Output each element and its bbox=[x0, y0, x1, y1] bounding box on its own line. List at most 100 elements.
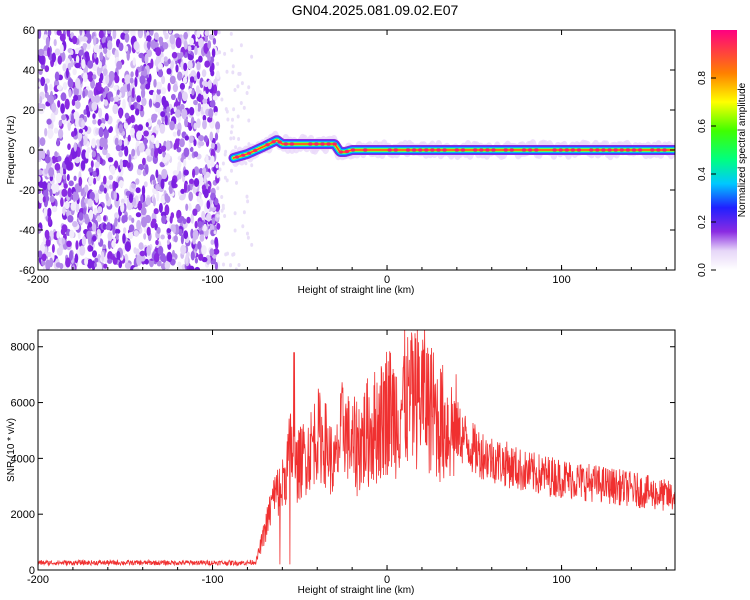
noise-blob bbox=[226, 251, 229, 256]
noise-blob bbox=[146, 49, 153, 58]
noise-blob bbox=[91, 150, 97, 158]
noise-blob bbox=[212, 95, 218, 101]
noise-blob bbox=[128, 224, 135, 232]
noise-blob bbox=[103, 187, 107, 194]
noise-blob bbox=[62, 174, 67, 180]
noise-blob bbox=[242, 210, 246, 215]
noise-blob bbox=[233, 88, 237, 92]
noise-blob bbox=[97, 206, 103, 214]
noise-blob bbox=[214, 111, 218, 116]
x-tick-label: 100 bbox=[552, 274, 570, 286]
noise-blob bbox=[128, 214, 132, 221]
noise-blob bbox=[201, 184, 206, 191]
noise-blob bbox=[48, 95, 55, 105]
noise-blob bbox=[144, 258, 149, 265]
noise-blob bbox=[169, 75, 176, 85]
noise-blob bbox=[236, 84, 240, 89]
noise-blob bbox=[127, 134, 131, 142]
spectrogram-x-label: Height of straight line (km) bbox=[298, 285, 415, 296]
noise-blob bbox=[107, 231, 113, 241]
noise-blob bbox=[139, 255, 146, 262]
noise-blob bbox=[88, 176, 94, 185]
noise-blob bbox=[224, 149, 228, 154]
noise-blob bbox=[235, 180, 238, 185]
noise-blob bbox=[75, 202, 80, 213]
x-tick-label: 0 bbox=[384, 274, 390, 286]
noise-blob bbox=[246, 235, 250, 240]
noise-blob bbox=[222, 262, 225, 267]
noise-blob bbox=[99, 72, 104, 82]
noise-blob bbox=[53, 127, 59, 134]
noise-blob bbox=[158, 36, 164, 43]
noise-blob bbox=[88, 209, 94, 221]
noise-blob bbox=[65, 257, 71, 268]
noise-blob bbox=[49, 83, 53, 91]
noise-blob bbox=[196, 61, 201, 71]
ridge-peak bbox=[473, 148, 478, 152]
noise-blob bbox=[167, 234, 172, 240]
noise-blob bbox=[127, 232, 134, 240]
noise-blob bbox=[225, 109, 229, 114]
noise-blob bbox=[98, 30, 104, 39]
noise-blob bbox=[60, 166, 64, 176]
x-tick-label: -200 bbox=[27, 274, 49, 286]
noise-blob bbox=[187, 45, 192, 52]
noise-blob bbox=[204, 30, 210, 36]
noise-blob bbox=[91, 101, 98, 112]
noise-blob bbox=[189, 76, 195, 83]
noise-blob bbox=[206, 200, 211, 210]
noise-blob bbox=[155, 169, 159, 179]
noise-blob bbox=[229, 136, 233, 141]
noise-blob bbox=[209, 100, 216, 108]
noise-blob bbox=[145, 122, 149, 128]
ridge-peak bbox=[350, 148, 356, 152]
noise-blob bbox=[197, 135, 204, 141]
noise-blob bbox=[185, 253, 189, 265]
noise-blob bbox=[54, 71, 60, 82]
noise-blob bbox=[78, 128, 83, 134]
noise-blob bbox=[171, 93, 176, 101]
noise-blob bbox=[44, 246, 48, 257]
noise-blob bbox=[207, 116, 213, 123]
noise-blob bbox=[69, 250, 73, 261]
noise-blob bbox=[150, 147, 155, 157]
noise-blob bbox=[223, 175, 227, 180]
noise-blob bbox=[197, 240, 202, 250]
noise-blob bbox=[142, 157, 146, 166]
noise-blob bbox=[214, 143, 218, 151]
noise-blob bbox=[138, 142, 145, 153]
ridge-peak bbox=[650, 148, 655, 152]
noise-blob bbox=[102, 244, 107, 250]
noise-blob bbox=[118, 124, 124, 134]
noise-blob bbox=[107, 239, 112, 250]
noise-blob bbox=[156, 191, 160, 202]
noise-blob bbox=[73, 94, 79, 102]
noise-blob bbox=[38, 69, 43, 75]
noise-blob bbox=[80, 160, 86, 171]
noise-blob bbox=[233, 211, 237, 216]
ridge-peak bbox=[265, 143, 270, 147]
noise-blob bbox=[43, 207, 48, 217]
noise-blob bbox=[95, 57, 99, 65]
noise-blob bbox=[87, 71, 94, 82]
noise-blob bbox=[114, 217, 118, 227]
noise-blob bbox=[247, 118, 251, 123]
noise-blob bbox=[50, 112, 56, 123]
noise-blob bbox=[183, 158, 187, 168]
noise-blob bbox=[169, 215, 173, 224]
noise-blob bbox=[163, 56, 168, 62]
noise-blob bbox=[99, 51, 104, 61]
noise-blob bbox=[164, 261, 171, 270]
noise-blob bbox=[213, 248, 220, 255]
spectrogram-x-ticks: -200 -100 0 100 bbox=[27, 30, 667, 286]
noise-blob bbox=[140, 194, 144, 204]
noise-blob bbox=[184, 69, 188, 79]
noise-blob bbox=[131, 217, 135, 224]
noise-blob bbox=[92, 170, 97, 178]
noise-blob bbox=[139, 250, 146, 257]
noise-blob bbox=[54, 48, 61, 56]
ridge-peak bbox=[527, 148, 533, 152]
noise-blob bbox=[41, 260, 46, 266]
noise-blob bbox=[130, 71, 134, 78]
